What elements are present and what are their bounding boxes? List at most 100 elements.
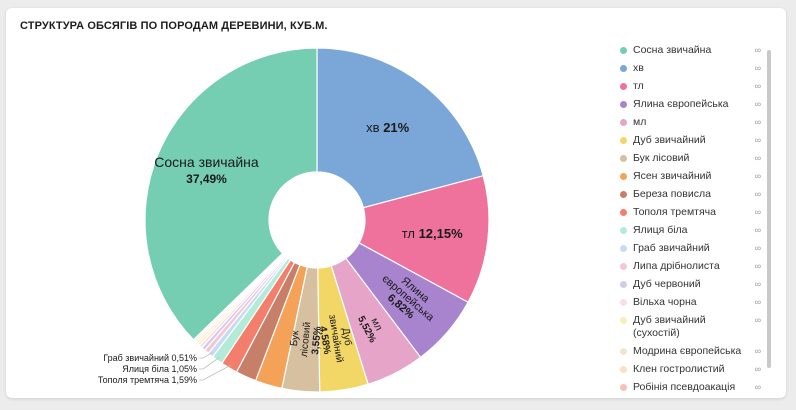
legend-dots: ∞	[754, 315, 762, 325]
leader-line-тополя-тремтяча	[199, 364, 231, 381]
legend-dots: ∞	[754, 171, 762, 181]
legend-dots: ∞	[754, 189, 762, 199]
legend-label: Дуб червоний	[633, 278, 701, 290]
legend-label: Клен гостролистий	[633, 363, 725, 375]
label-бук-лісовий-name-0: Бук	[289, 329, 302, 346]
legend-swatch	[620, 209, 627, 216]
legend-scrollbar[interactable]	[767, 50, 771, 368]
legend-item-береза-повисла[interactable]: Береза повисла ∞	[618, 188, 776, 201]
legend-swatch	[620, 119, 627, 126]
label-дуб-звичайний-name-0: Дуб	[339, 327, 354, 347]
chart-title: СТРУКТУРА ОБСЯГІВ ПО ПОРОДАМ ДЕРЕВИНИ, К…	[20, 20, 328, 32]
legend-dots: ∞	[754, 243, 762, 253]
legend-dots: ∞	[754, 63, 762, 73]
label-бук-лісовий-name-1: лісовий	[299, 321, 313, 357]
chart-legend: Сосна звичайна ∞ хв ∞ тл ∞ Ялина європейська ∞ м…	[618, 44, 776, 396]
legend-item-ялина-європейська[interactable]: Ялина європейська ∞	[618, 98, 776, 111]
leader-line-ялиця-біла	[199, 357, 220, 370]
legend-dots: ∞	[754, 207, 762, 217]
legend-swatch	[620, 191, 627, 198]
legend-item-дуб-звичайний-сухостій[interactable]: Дуб звичайний (сухостій) ∞	[618, 314, 776, 340]
legend-label: Вільха чорна	[633, 296, 697, 308]
legend-label: Дуб звичайний	[633, 134, 706, 146]
legend-item-хв[interactable]: хв ∞	[618, 62, 776, 75]
legend-item-бук-лісовий[interactable]: Бук лісовий ∞	[618, 152, 776, 165]
legend-swatch	[620, 384, 627, 391]
legend-swatch	[620, 137, 627, 144]
legend-item-робінія-псевдоакація[interactable]: Робінія псевдоакація ∞	[618, 381, 776, 394]
legend-item-тл[interactable]: тл ∞	[618, 80, 776, 93]
legend-item-тополя-тремтяча[interactable]: Тополя тремтяча ∞	[618, 206, 776, 219]
legend-label: Тополя тремтяча	[633, 206, 716, 218]
legend-dots: ∞	[754, 346, 762, 356]
legend-dots: ∞	[754, 99, 762, 109]
label-дуб-звичайний-value: 4,58%	[317, 325, 332, 355]
label-тополя-тремтяча: Тополя тремтяча 1,59%	[98, 375, 197, 385]
legend-item-граб-звичайний[interactable]: Граб звичайний ∞	[618, 242, 776, 255]
label-ялиця-біла: Ялиця біла 1,05%	[122, 364, 197, 374]
label-граб-звичайний: Граб звичайний 0,51%	[103, 353, 197, 363]
legend-item-липа-дрібнолиста[interactable]: Липа дрібнолиста ∞	[618, 260, 776, 273]
legend-label: Модрина європейська	[633, 345, 742, 357]
legend-swatch	[620, 83, 627, 90]
legend-swatch	[620, 263, 627, 270]
legend-dots: ∞	[754, 81, 762, 91]
legend-swatch	[620, 227, 627, 234]
legend-swatch	[620, 348, 627, 355]
legend-item-ясен-звичайний[interactable]: Ясен звичайний ∞	[618, 170, 776, 183]
legend-swatch	[620, 155, 627, 162]
legend-dots: ∞	[754, 279, 762, 289]
legend-dots: ∞	[754, 382, 762, 392]
label-хв: хв 21%	[366, 120, 409, 135]
chart-card: СТРУКТУРА ОБСЯГІВ ПО ПОРОДАМ ДЕРЕВИНИ, К…	[6, 8, 786, 398]
legend-label: Ялиця біла	[633, 224, 688, 236]
legend-dots: ∞	[754, 261, 762, 271]
legend-dots: ∞	[754, 45, 762, 55]
legend-label: Бук лісовий	[633, 152, 690, 164]
legend-dots: ∞	[754, 117, 762, 127]
legend-swatch	[620, 245, 627, 252]
legend-label: Дуб звичайний (сухостій)	[633, 314, 706, 339]
legend-item-дуб-червоний[interactable]: Дуб червоний ∞	[618, 278, 776, 291]
legend-swatch	[620, 173, 627, 180]
legend-label: Граб звичайний	[633, 242, 710, 254]
slice-сосна-звичайна[interactable]	[144, 47, 318, 341]
legend-item-клен-гостролистий[interactable]: Клен гостролистий ∞	[618, 363, 776, 376]
legend-label: Робінія псевдоакація	[633, 381, 736, 393]
legend-swatch	[620, 366, 627, 373]
legend-label: Береза повисла	[633, 188, 711, 200]
legend-swatch	[620, 299, 627, 306]
leader-line-граб-звичайний	[199, 352, 213, 359]
legend-dots: ∞	[754, 364, 762, 374]
legend-label: Сосна звичайна	[633, 44, 712, 56]
legend-label: Ялина європейська	[633, 98, 729, 110]
legend-item-модрина-європейська[interactable]: Модрина європейська ∞	[618, 345, 776, 358]
label-бук-лісовий-value: 3,55%	[310, 326, 324, 355]
slice-тл[interactable]	[358, 175, 490, 304]
legend-dots: ∞	[754, 297, 762, 307]
legend-item-мл[interactable]: мл ∞	[618, 116, 776, 129]
legend-label: мл	[633, 116, 647, 128]
legend-label: тл	[633, 80, 644, 92]
legend-dots: ∞	[754, 225, 762, 235]
legend-swatch	[620, 101, 627, 108]
legend-label: хв	[633, 62, 644, 74]
label-тл: тл 12,15%	[402, 226, 463, 241]
label-сосна-звичайна-name: Сосна звичайна	[154, 154, 259, 170]
legend-dots: ∞	[754, 135, 762, 145]
slice-хв[interactable]	[316, 47, 484, 209]
legend-item-ялиця-біла[interactable]: Ялиця біла ∞	[618, 224, 776, 237]
legend-swatch	[620, 281, 627, 288]
donut-chart: хв 21%тл 12,15%Ялинаєвропейська6,82%мл5,…	[98, 47, 490, 393]
legend-swatch	[620, 47, 627, 54]
legend-item-сосна-звичайна[interactable]: Сосна звичайна ∞	[618, 44, 776, 57]
legend-swatch	[620, 65, 627, 72]
label-сосна-звичайна-value: 37,49%	[186, 172, 227, 186]
legend-dots: ∞	[754, 153, 762, 163]
label-мл-name-0: мл	[368, 316, 384, 332]
legend-label: Липа дрібнолиста	[633, 260, 720, 272]
legend-label: Ясен звичайний	[633, 170, 712, 182]
legend-item-дуб-звичайний[interactable]: Дуб звичайний ∞	[618, 134, 776, 147]
legend-item-вільха-чорна[interactable]: Вільха чорна ∞	[618, 296, 776, 309]
